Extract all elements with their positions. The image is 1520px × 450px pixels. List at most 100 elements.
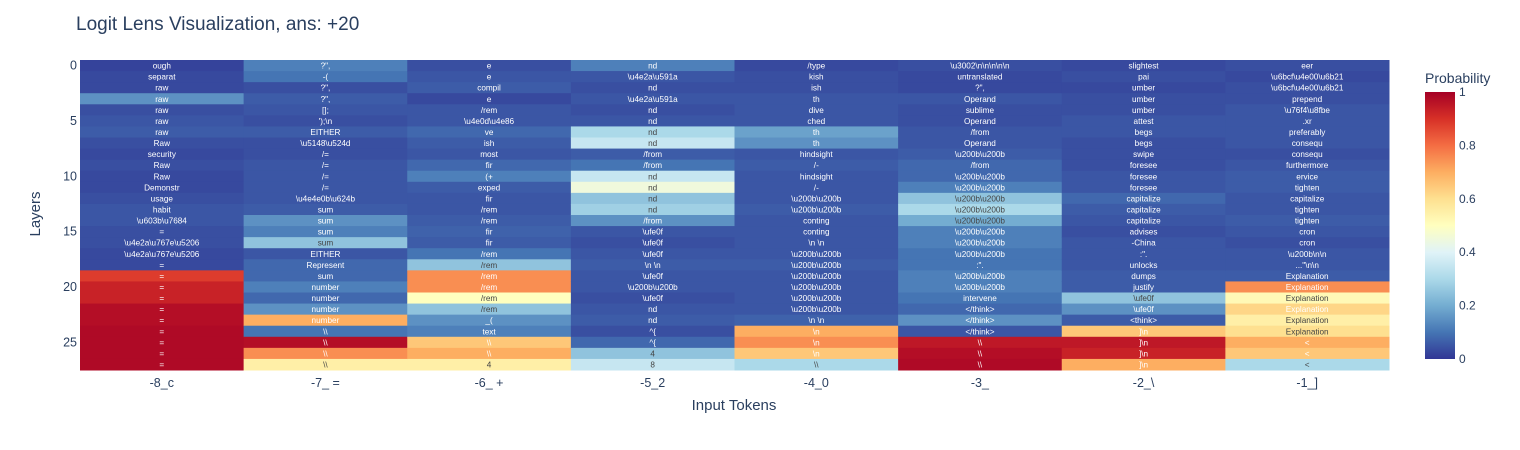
heatmap-cell xyxy=(898,259,1063,271)
heatmap-cell-label: \u200b\u200b xyxy=(955,150,1006,159)
heatmap-cell-label: nd xyxy=(648,139,658,148)
heatmap-cell-label: = xyxy=(159,294,164,303)
heatmap-cell xyxy=(407,226,572,238)
heatmap-cell xyxy=(243,192,408,205)
y-axis-ticks: 0 5 10 15 20 25 xyxy=(63,59,77,350)
heatmap-cell-label: foresee xyxy=(1130,183,1158,192)
heatmap-cell xyxy=(1061,292,1226,305)
heatmap-cell-label: []; xyxy=(322,106,329,115)
heatmap-cell-label: /rem xyxy=(481,272,498,281)
heatmap-cell xyxy=(80,215,245,227)
heatmap-cell xyxy=(1061,215,1226,227)
heatmap-cell-label: intervene xyxy=(963,294,997,303)
heatmap-cell-label: /= xyxy=(322,183,329,192)
heatmap-cell xyxy=(407,137,572,150)
heatmap-cell-label: swipe xyxy=(1133,150,1154,159)
x-axis-title: Input Tokens xyxy=(692,397,777,414)
heatmap-cell-label: \\ xyxy=(978,349,983,358)
heatmap-cell-label: \\ xyxy=(814,360,819,369)
heatmap-cell xyxy=(407,115,572,127)
y-tick-label: 15 xyxy=(63,225,77,239)
heatmap-cell-label: \u6bcf\u4e00\u6b21 xyxy=(1271,84,1344,93)
heatmap-cell-label: = xyxy=(159,327,164,336)
heatmap-cell xyxy=(407,215,572,227)
heatmap-cell xyxy=(734,104,899,116)
heatmap-cell xyxy=(570,292,735,305)
heatmap-cell xyxy=(1225,292,1390,305)
heatmap-cell xyxy=(734,82,899,94)
heatmap-cell-label: ^{ xyxy=(649,338,656,347)
heatmap-cell-label: 4 xyxy=(487,360,492,369)
colorbar-tick-label: 1 xyxy=(1459,85,1466,99)
heatmap-cell-label: \n xyxy=(813,349,820,358)
heatmap-cell xyxy=(898,181,1063,194)
heatmap-cell xyxy=(898,270,1063,282)
heatmap-cell-label: security xyxy=(148,150,177,159)
heatmap-cell-label: cron xyxy=(1299,228,1315,237)
heatmap-cell xyxy=(80,115,245,127)
y-axis-title: Layers xyxy=(27,191,44,236)
heatmap-cell xyxy=(80,226,245,238)
heatmap-cell-label: \u200b\u200b xyxy=(791,294,842,303)
heatmap-cell-label: -( xyxy=(323,73,329,82)
heatmap-cell xyxy=(80,181,245,194)
heatmap-cell-label: \u4e2a\u767e\u5206 xyxy=(124,250,200,259)
heatmap-cell-label: \\ xyxy=(978,360,983,369)
heatmap-cell xyxy=(243,148,408,161)
heatmap-cell-label: \\ xyxy=(323,327,328,336)
heatmap-cell-label: \u200b\u200b xyxy=(955,228,1006,237)
heatmap-cell xyxy=(570,170,735,183)
heatmap-cell xyxy=(734,325,899,338)
heatmap-cell-label: begs xyxy=(1135,139,1153,148)
heatmap-cell-label: number xyxy=(312,305,340,314)
heatmap-cell xyxy=(243,303,408,316)
heatmap-cell xyxy=(80,292,245,305)
heatmap-cell-label: conting xyxy=(803,228,830,237)
heatmap-cell-label: \u4e2a\u767e\u5206 xyxy=(124,239,200,248)
heatmap-cell xyxy=(407,314,572,327)
heatmap-cell xyxy=(1061,259,1226,271)
heatmap-cell-label: < xyxy=(1305,338,1310,347)
heatmap-cell xyxy=(1061,325,1226,338)
heatmap-cell xyxy=(80,248,245,260)
heatmap-cell-label: \u200b\u200b xyxy=(791,283,842,292)
heatmap-cell xyxy=(407,292,572,305)
heatmap-cell-label: sum xyxy=(318,217,334,226)
heatmap-cell-label: ervice xyxy=(1296,172,1318,181)
heatmap-cell xyxy=(570,159,735,172)
heatmap-cell-label: ..."\n\n xyxy=(1295,261,1319,270)
heatmap-cell-label: \u4e0d\u4e86 xyxy=(464,117,515,126)
x-tick-label: -3_ xyxy=(971,376,990,390)
heatmap-cell-label: ve xyxy=(485,128,494,137)
heatmap-cell xyxy=(407,60,572,72)
heatmap-cell xyxy=(243,325,408,338)
heatmap-cell-label: Explanation xyxy=(1286,305,1329,314)
heatmap-cell xyxy=(407,71,572,83)
heatmap-cell-label: \u200b\u200b xyxy=(791,272,842,281)
heatmap-cell xyxy=(734,259,899,271)
heatmap-cell xyxy=(734,237,899,249)
heatmap-cell xyxy=(243,270,408,282)
heatmap-cell xyxy=(1061,270,1226,282)
heatmap-cell-label: conting xyxy=(803,217,830,226)
heatmap-cell xyxy=(1225,347,1390,360)
heatmap-cell xyxy=(898,248,1063,260)
heatmap-cell xyxy=(570,303,735,316)
heatmap-cell xyxy=(80,203,245,216)
heatmap-cell xyxy=(243,115,408,127)
heatmap-cell xyxy=(734,292,899,305)
heatmap-cell-label: number xyxy=(312,294,340,303)
heatmap-cell xyxy=(734,314,899,327)
heatmap-cell-label: ched xyxy=(807,117,825,126)
heatmap-cell-label: :". xyxy=(1140,250,1147,259)
heatmap-cell xyxy=(1225,104,1390,116)
heatmap-cell-label: \u200b\u200b xyxy=(791,250,842,259)
heatmap-cell-label: /- xyxy=(814,161,819,170)
heatmap-cell-label: tighten xyxy=(1295,205,1320,214)
heatmap-cell-label: text xyxy=(482,327,496,336)
heatmap-cell xyxy=(243,248,408,260)
heatmap-cell xyxy=(407,104,572,116)
heatmap-cell-label: \\ xyxy=(323,338,328,347)
heatmap-cell-label: slightest xyxy=(1129,62,1160,71)
